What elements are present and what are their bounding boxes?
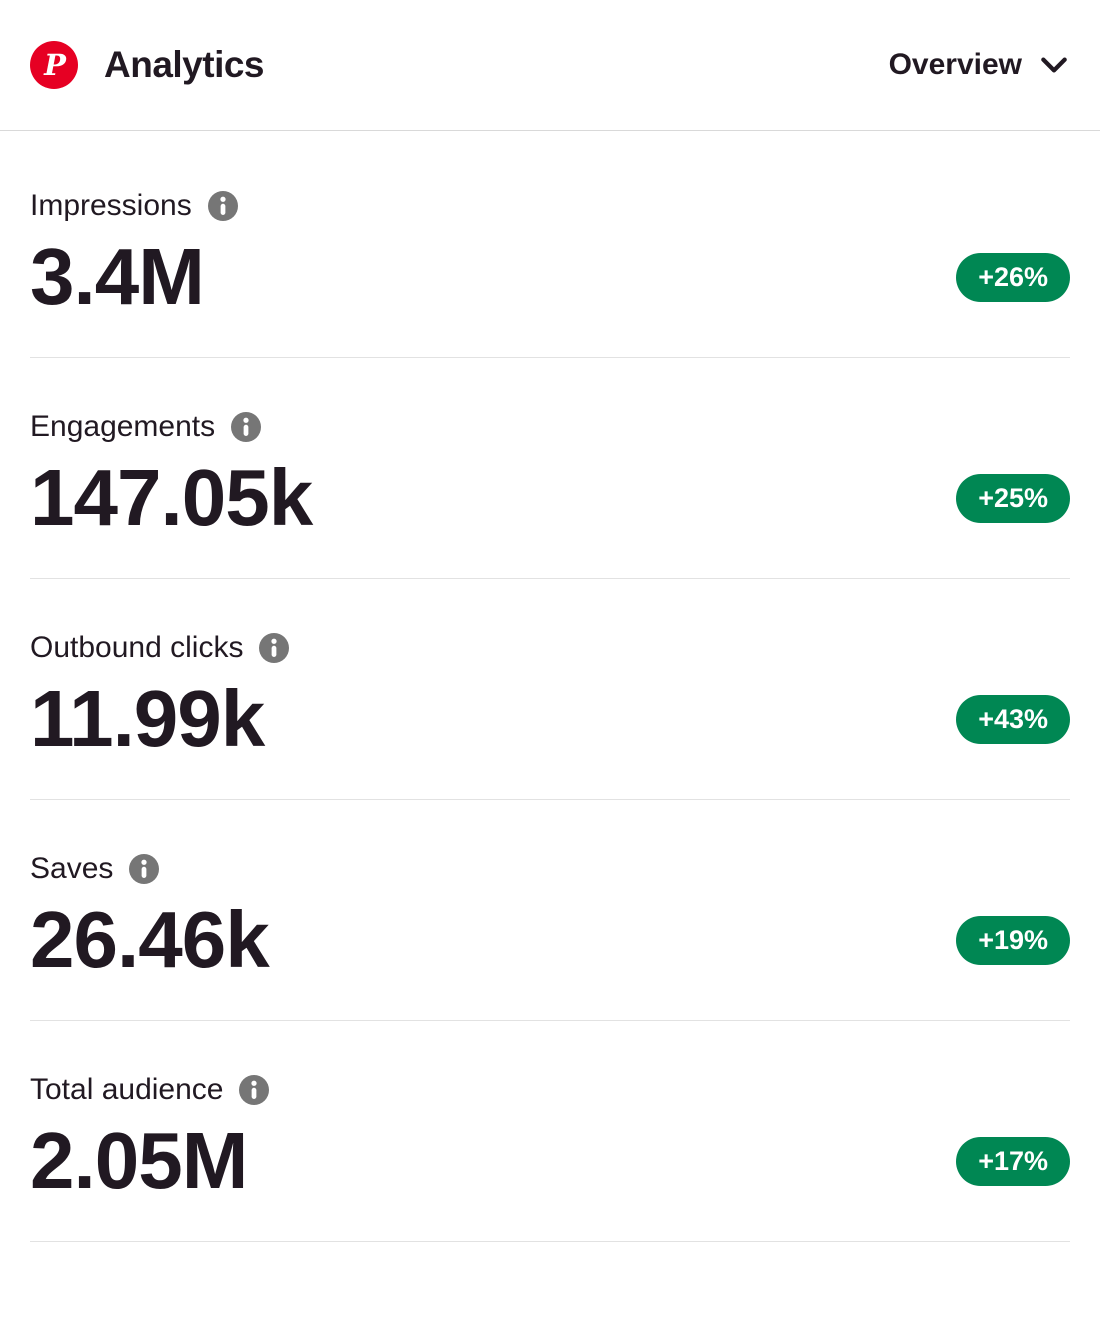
view-selector-dropdown[interactable]: Overview [889,48,1070,82]
metric-row-engagements[interactable]: Engagements 147.05k +25% [30,358,1070,579]
metric-value: 11.99k [30,674,265,763]
pinterest-logo-icon[interactable]: P [30,41,78,89]
info-icon[interactable] [231,412,262,442]
chevron-down-icon [1038,49,1070,81]
metric-label: Engagements [30,410,216,443]
info-icon[interactable] [207,191,238,221]
svg-text:P: P [43,48,67,82]
metric-label: Outbound clicks [30,631,244,664]
metric-label: Total audience [30,1073,224,1106]
metric-value: 26.46k [30,895,270,984]
metric-row-outbound-clicks[interactable]: Outbound clicks 11.99k +43% [30,579,1070,800]
change-badge: +17% [956,1136,1070,1186]
change-badge: +26% [956,252,1070,302]
metric-label: Saves [30,852,114,885]
metric-row-impressions[interactable]: Impressions 3.4M +26% [30,137,1070,358]
metric-row-saves[interactable]: Saves 26.46k +19% [30,800,1070,1021]
change-badge: +25% [956,473,1070,523]
metric-label: Impressions [30,189,192,222]
info-icon[interactable] [239,1075,270,1105]
metric-value: 2.05M [30,1116,248,1205]
header: P Analytics Overview [0,0,1100,131]
info-icon[interactable] [259,633,290,663]
view-selector-label: Overview [888,48,1022,81]
change-badge: +19% [956,915,1070,965]
metrics-list: Impressions 3.4M +26% Engagements 147.05… [0,131,1100,1242]
info-icon[interactable] [129,854,160,884]
metric-value: 3.4M [30,232,205,321]
page-title: Analytics [104,44,265,85]
metric-value: 147.05k [30,453,313,542]
change-badge: +43% [956,694,1070,744]
metric-row-total-audience[interactable]: Total audience 2.05M +17% [30,1021,1070,1242]
